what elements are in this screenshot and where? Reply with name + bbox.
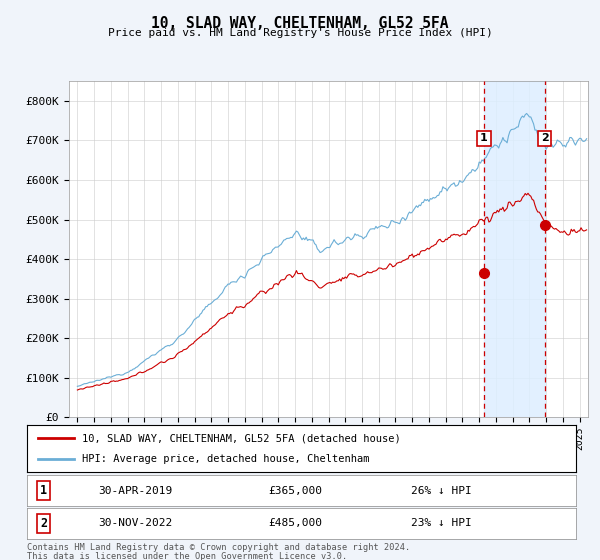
Text: 10, SLAD WAY, CHELTENHAM, GL52 5FA (detached house): 10, SLAD WAY, CHELTENHAM, GL52 5FA (deta… bbox=[82, 433, 401, 443]
Text: 23% ↓ HPI: 23% ↓ HPI bbox=[412, 519, 472, 528]
Text: 1: 1 bbox=[480, 133, 488, 143]
Text: £365,000: £365,000 bbox=[269, 486, 323, 496]
Text: 2: 2 bbox=[541, 133, 548, 143]
Text: Price paid vs. HM Land Registry's House Price Index (HPI): Price paid vs. HM Land Registry's House … bbox=[107, 28, 493, 38]
Text: HPI: Average price, detached house, Cheltenham: HPI: Average price, detached house, Chel… bbox=[82, 454, 370, 464]
Text: Contains HM Land Registry data © Crown copyright and database right 2024.: Contains HM Land Registry data © Crown c… bbox=[27, 543, 410, 552]
Bar bbox=[484, 81, 545, 417]
Text: 10, SLAD WAY, CHELTENHAM, GL52 5FA: 10, SLAD WAY, CHELTENHAM, GL52 5FA bbox=[151, 16, 449, 31]
Text: 26% ↓ HPI: 26% ↓ HPI bbox=[412, 486, 472, 496]
Text: 30-APR-2019: 30-APR-2019 bbox=[98, 486, 173, 496]
Text: 1: 1 bbox=[40, 484, 47, 497]
Text: 30-NOV-2022: 30-NOV-2022 bbox=[98, 519, 173, 528]
Text: This data is licensed under the Open Government Licence v3.0.: This data is licensed under the Open Gov… bbox=[27, 552, 347, 560]
Text: £485,000: £485,000 bbox=[269, 519, 323, 528]
Text: 2: 2 bbox=[40, 517, 47, 530]
